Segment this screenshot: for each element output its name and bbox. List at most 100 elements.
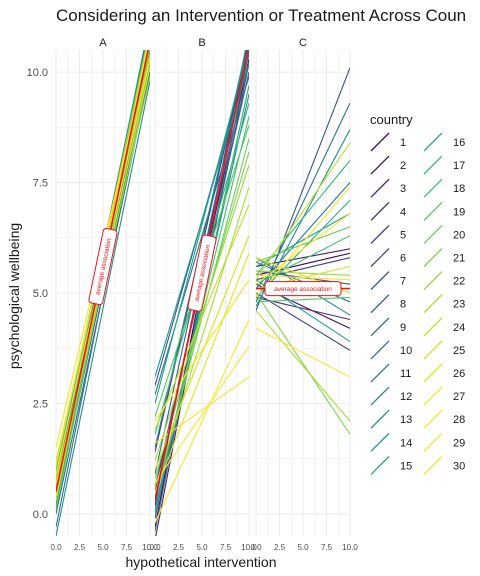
series-line-country-10 xyxy=(256,102,350,303)
legend-label: 27 xyxy=(453,391,465,403)
legend-swatch xyxy=(423,432,443,452)
series-line-country-26 xyxy=(155,253,249,493)
legend-swatch xyxy=(423,317,443,337)
series-line-country-22 xyxy=(256,270,350,276)
series-line-country-29 xyxy=(256,327,350,378)
legend-label: 14 xyxy=(400,437,412,449)
legend-item-10: 10 xyxy=(370,340,412,360)
chart-title: Considering an Intervention or Treatment… xyxy=(56,6,466,25)
legend-label: 6 xyxy=(400,253,406,265)
legend-swatch xyxy=(423,132,443,152)
legend-swatch xyxy=(423,155,443,175)
legend-label: 18 xyxy=(453,183,465,195)
legend-item-17: 17 xyxy=(423,155,465,175)
legend-label: 19 xyxy=(453,206,465,218)
legend-label: 16 xyxy=(453,137,465,149)
legend-item-23: 23 xyxy=(423,294,465,314)
legend-label: 20 xyxy=(453,229,465,241)
legend-swatch xyxy=(370,317,390,337)
legend-item-26: 26 xyxy=(423,363,465,383)
annotation-text: average association xyxy=(274,286,332,293)
legend-label: 1 xyxy=(400,137,406,149)
x-axis-ticks: 0.0 2.5 5.0 7.5 10.0 xyxy=(149,543,257,552)
x-axis-ticks: 0.0 2.5 5.0 7.5 10.0 xyxy=(50,543,158,552)
legend-item-3: 3 xyxy=(370,178,406,198)
facet-strip-label: C xyxy=(299,37,307,49)
legend-label: 9 xyxy=(400,322,406,334)
legend-item-12: 12 xyxy=(370,386,412,406)
legend-item-6: 6 xyxy=(370,248,406,267)
legend-label: 13 xyxy=(400,414,412,426)
series-line-country-13 xyxy=(56,80,150,536)
x-tick-label: 7.5 xyxy=(220,543,232,552)
x-tick-label: 0.0 xyxy=(50,543,62,552)
legend-swatch xyxy=(423,386,443,406)
series-line-country-14 xyxy=(155,63,249,378)
legend-label: 23 xyxy=(453,299,465,311)
series-line-country-25 xyxy=(155,235,249,470)
series-line-country-27 xyxy=(256,186,350,298)
legend-item-27: 27 xyxy=(423,386,465,406)
x-tick-label: 0.0 xyxy=(149,543,161,552)
legend-swatch xyxy=(370,455,390,475)
legend-item-19: 19 xyxy=(423,201,465,221)
annotation-box xyxy=(88,227,118,306)
x-tick-label: 10.0 xyxy=(342,543,358,552)
legend-swatch xyxy=(370,201,390,221)
legend-swatch xyxy=(370,224,390,244)
x-axis-ticks: 0.0 2.5 5.0 7.5 10.0 xyxy=(250,543,358,552)
legend-item-20: 20 xyxy=(423,224,465,244)
legend-item-1: 1 xyxy=(370,132,406,152)
x-tick-label: 10.0 xyxy=(142,543,158,552)
legend-swatch xyxy=(370,178,390,198)
legend-title: country xyxy=(370,112,413,127)
legend-label: 8 xyxy=(400,299,406,311)
legend-item-5: 5 xyxy=(370,224,406,244)
legend-swatch xyxy=(423,409,443,429)
legend-swatch xyxy=(423,201,443,221)
series-line-country-28 xyxy=(256,213,350,285)
legend-swatch xyxy=(370,409,390,429)
average-association-label: average association xyxy=(88,227,118,306)
legend-swatch xyxy=(423,340,443,360)
legend-item-8: 8 xyxy=(370,294,406,314)
legend-label: 7 xyxy=(400,276,406,288)
y-tick-label: 5.0 xyxy=(33,288,48,300)
x-tick-label: 2.5 xyxy=(274,543,286,552)
legend-label: 5 xyxy=(400,229,406,241)
x-tick-label: 2.5 xyxy=(74,543,86,552)
x-tick-label: 5.0 xyxy=(196,543,208,552)
series-line-country-30 xyxy=(256,274,350,281)
legend-swatch xyxy=(370,248,390,267)
legend-swatch xyxy=(423,294,443,314)
annotation-box xyxy=(187,234,217,312)
average-association-label: average association xyxy=(264,281,342,297)
series-line-country-24 xyxy=(155,204,249,431)
legend-item-21: 21 xyxy=(423,248,465,267)
series-line-country-23 xyxy=(256,310,350,422)
series-line-country-15 xyxy=(155,50,249,404)
legend-swatch xyxy=(370,340,390,360)
legend-label: 4 xyxy=(400,206,406,218)
legend-item-30: 30 xyxy=(423,455,465,475)
x-tick-label: 10.0 xyxy=(241,543,257,552)
legend-item-22: 22 xyxy=(423,271,465,291)
legend-item-9: 9 xyxy=(370,317,406,337)
legend-item-14: 14 xyxy=(370,432,412,452)
legend-label: 3 xyxy=(400,183,406,195)
x-tick-label: 5.0 xyxy=(297,543,309,552)
legend-label: 22 xyxy=(453,276,465,288)
y-axis-label: psychological wellbeing xyxy=(6,223,22,369)
legend-swatch xyxy=(370,363,390,383)
legend-label: 12 xyxy=(400,391,412,403)
legend-label: 11 xyxy=(400,368,411,380)
legend-label: 15 xyxy=(400,460,412,472)
series-line-country-21 xyxy=(256,292,350,435)
legend: country 12345678910111213141516171819202… xyxy=(370,112,465,475)
legend-label: 10 xyxy=(400,345,412,357)
legend-item-18: 18 xyxy=(423,178,465,198)
